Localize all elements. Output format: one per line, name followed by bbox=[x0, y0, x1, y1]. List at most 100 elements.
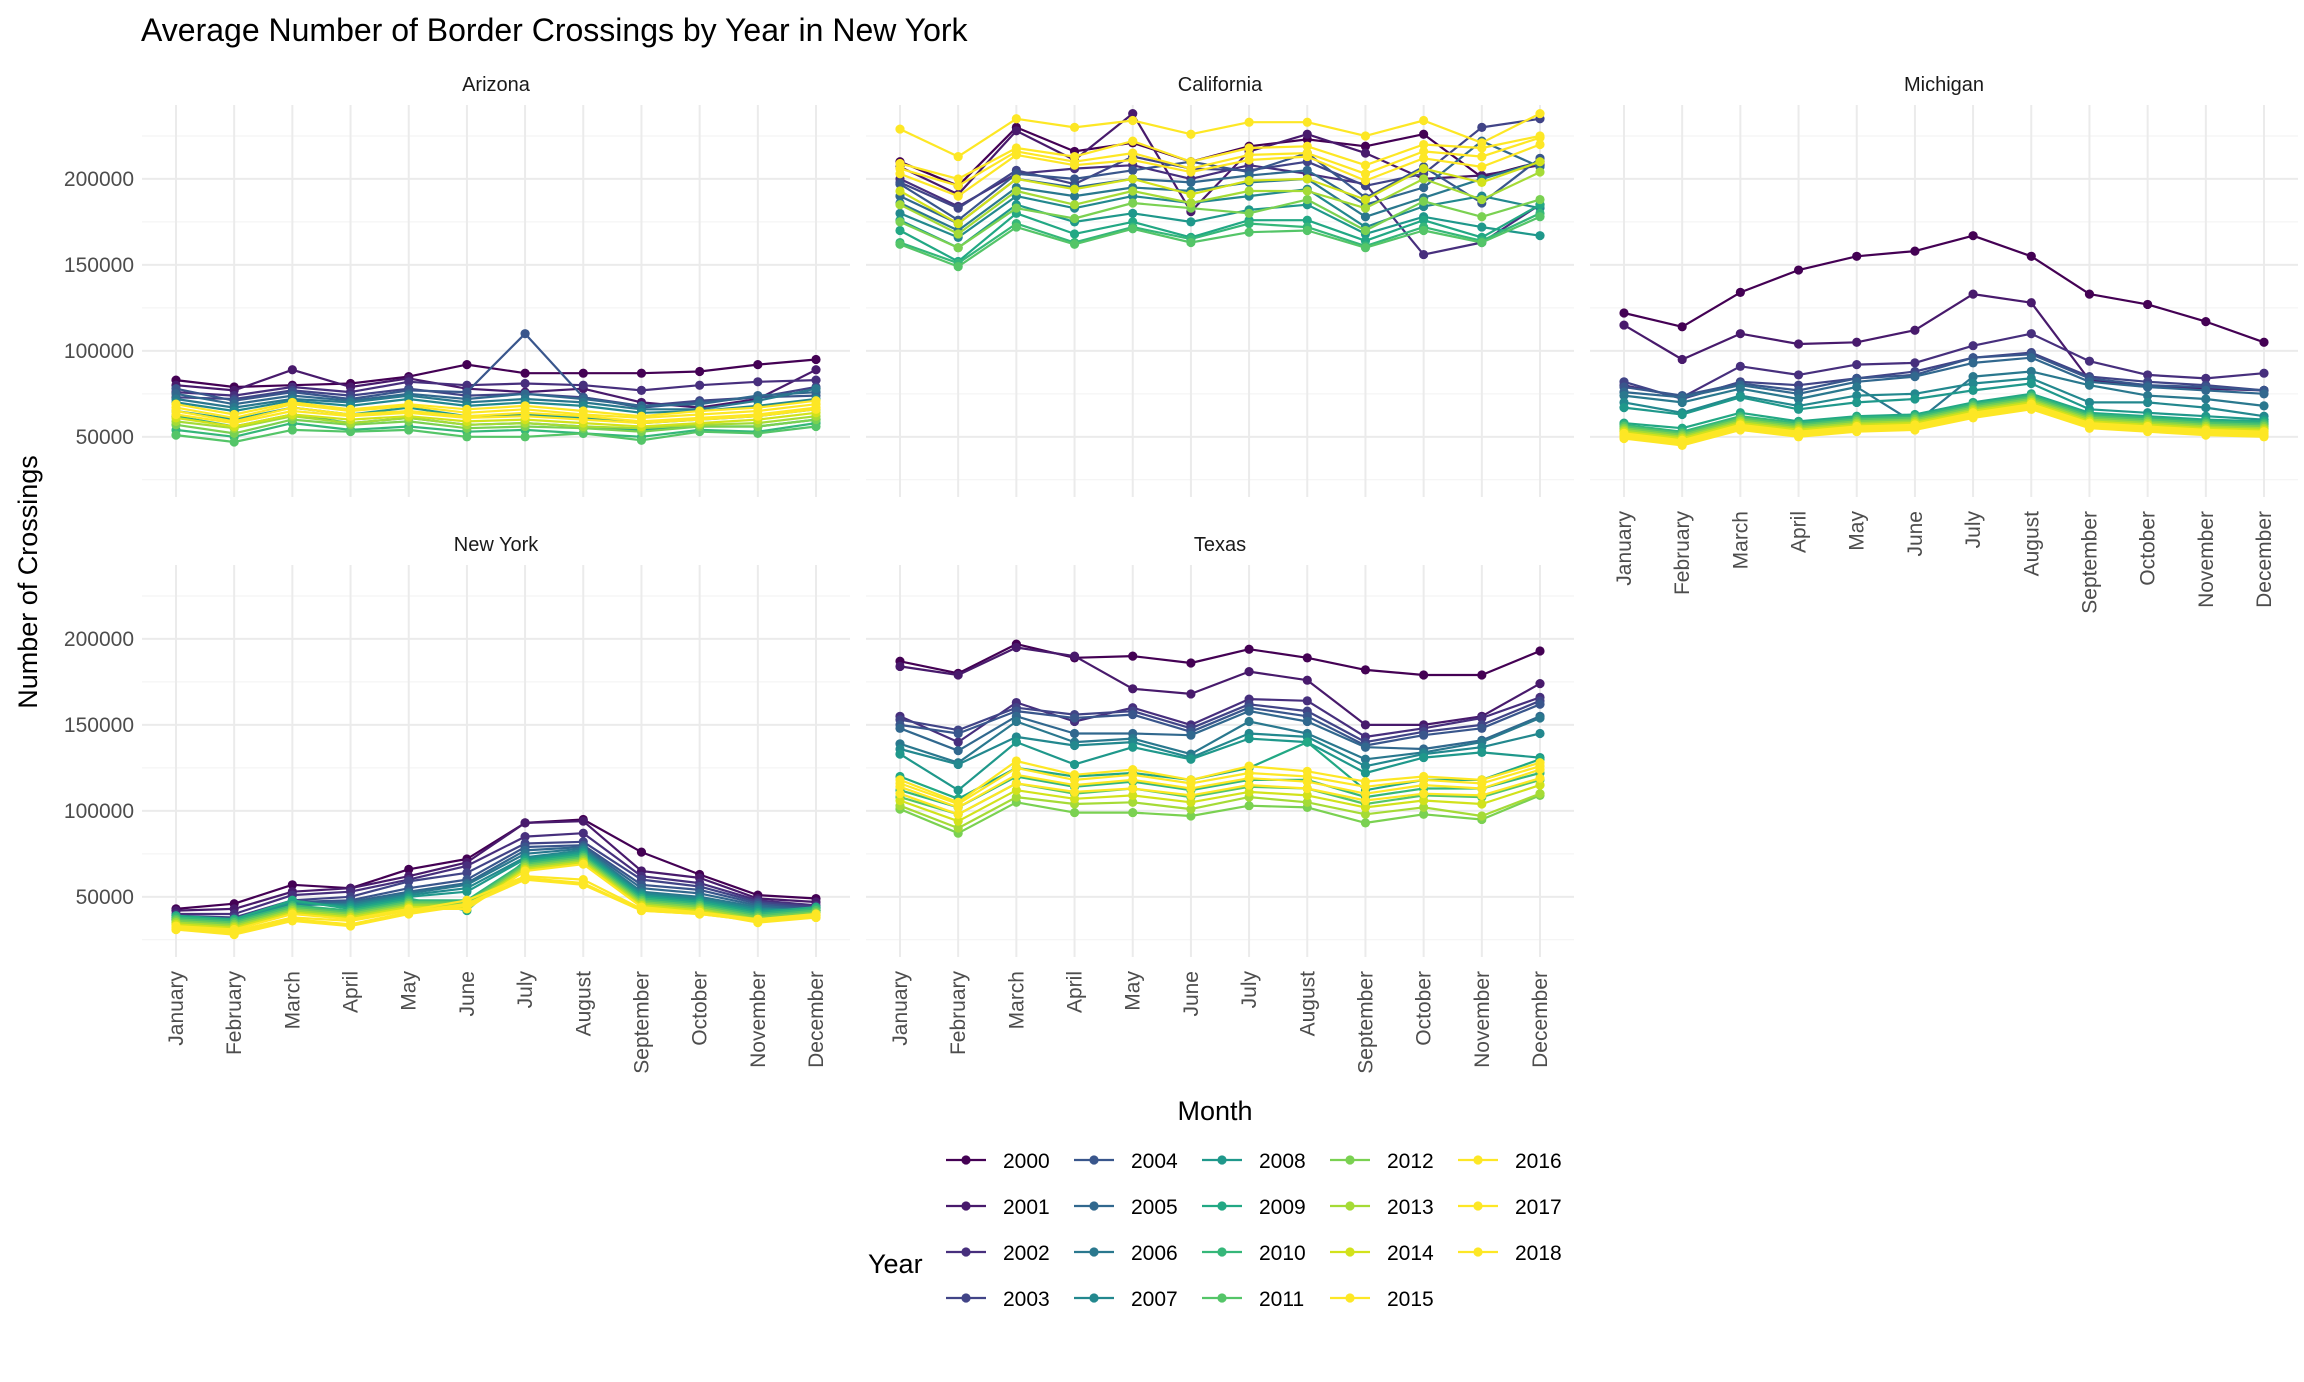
data-point-2003 bbox=[404, 876, 414, 886]
data-point-2006 bbox=[1069, 191, 1080, 201]
data-point-2000 bbox=[753, 360, 763, 370]
series-line-2016 bbox=[175, 406, 817, 423]
data-point-2011 bbox=[1477, 237, 1487, 248]
data-point-2018 bbox=[462, 900, 472, 911]
legend-label: 2011 bbox=[1259, 1288, 1304, 1311]
data-point-2001 bbox=[1793, 339, 1804, 349]
data-point-2001 bbox=[1011, 126, 1021, 136]
data-point-2015 bbox=[1535, 773, 1545, 783]
data-point-2018 bbox=[811, 912, 821, 923]
series-line-2004 bbox=[1623, 353, 2265, 397]
data-point-2006 bbox=[1535, 713, 1545, 723]
series-line-2013 bbox=[899, 171, 1541, 235]
series-line-2013 bbox=[1623, 399, 2265, 438]
x-tick-label: March bbox=[281, 971, 304, 1029]
x-tick-label: February bbox=[223, 971, 246, 1056]
series-line-2017 bbox=[899, 134, 1541, 180]
legend-key-point bbox=[961, 1201, 971, 1211]
series-line-2016 bbox=[1623, 404, 2265, 444]
data-point-2005 bbox=[1244, 706, 1254, 716]
series-line-2018 bbox=[1623, 408, 2265, 447]
data-point-2011 bbox=[895, 239, 905, 249]
data-point-2007 bbox=[2143, 397, 2153, 408]
legend-key-point bbox=[1217, 1155, 1227, 1165]
x-tick-label: February bbox=[1671, 511, 1694, 596]
data-point-2006 bbox=[1968, 372, 1978, 382]
data-point-2011 bbox=[345, 427, 356, 437]
data-point-2001 bbox=[1360, 148, 1371, 158]
data-point-2014 bbox=[1011, 174, 1021, 184]
y-tick-label: 150000 bbox=[64, 254, 134, 277]
data-point-2008 bbox=[1069, 759, 1080, 770]
data-point-2018 bbox=[1360, 777, 1371, 787]
data-point-2012 bbox=[1011, 203, 1021, 213]
data-point-2000 bbox=[1968, 231, 1978, 241]
data-point-2018 bbox=[1011, 114, 1021, 124]
data-point-2018 bbox=[2259, 432, 2269, 442]
data-point-2006 bbox=[2084, 380, 2095, 390]
data-point-2007 bbox=[1535, 728, 1545, 739]
x-tick-label: August bbox=[572, 971, 595, 1037]
series-line-2000 bbox=[175, 358, 817, 389]
data-point-2005 bbox=[1186, 177, 1196, 187]
data-point-2008 bbox=[1735, 392, 1745, 402]
data-point-2011 bbox=[404, 425, 414, 435]
series-line-2012 bbox=[175, 857, 817, 926]
series-line-2007 bbox=[899, 732, 1541, 768]
data-point-2007 bbox=[1852, 390, 1862, 401]
data-point-2016 bbox=[1419, 146, 1429, 157]
data-point-2008 bbox=[1535, 231, 1545, 241]
data-point-2014 bbox=[1069, 184, 1080, 194]
legend-label: 2000 bbox=[1003, 1150, 1050, 1173]
data-point-2015 bbox=[1477, 162, 1487, 172]
x-tick-label: November bbox=[1471, 971, 1494, 1068]
data-point-2012 bbox=[1477, 212, 1487, 222]
data-point-2001 bbox=[287, 365, 297, 375]
data-point-2018 bbox=[1677, 440, 1687, 451]
x-tick-label: June bbox=[1904, 511, 1927, 557]
series-line-2005 bbox=[1623, 356, 2265, 399]
facet-texas: Texas January February March April May June Jul… bbox=[866, 534, 1574, 1074]
data-point-2004 bbox=[462, 387, 472, 397]
series-line-2010 bbox=[1623, 394, 2265, 433]
data-point-2014 bbox=[1011, 785, 1021, 795]
data-point-2000 bbox=[1360, 665, 1371, 675]
data-point-2002 bbox=[2084, 356, 2095, 366]
data-point-2001 bbox=[1302, 675, 1312, 685]
data-point-2008 bbox=[1419, 752, 1429, 763]
legend-key-point bbox=[1217, 1201, 1227, 1211]
data-point-2018 bbox=[895, 775, 905, 785]
legend-item-2009: 2009 bbox=[1202, 1196, 1306, 1219]
series-line-2017 bbox=[1623, 406, 2265, 445]
data-point-2015 bbox=[1419, 153, 1429, 163]
data-point-2018 bbox=[1186, 129, 1196, 139]
data-point-2000 bbox=[1477, 670, 1487, 680]
data-point-2018 bbox=[520, 875, 530, 885]
data-point-2000 bbox=[287, 880, 297, 890]
data-point-2017 bbox=[1011, 143, 1021, 153]
data-point-2006 bbox=[1735, 384, 1745, 394]
series-line-2010 bbox=[175, 422, 817, 438]
data-point-2017 bbox=[1244, 143, 1254, 153]
data-point-2018 bbox=[811, 396, 821, 406]
data-point-2009 bbox=[895, 225, 905, 236]
data-point-2015 bbox=[1128, 155, 1138, 165]
data-point-2018 bbox=[1477, 138, 1487, 148]
data-point-2010 bbox=[1244, 219, 1254, 229]
data-point-2016 bbox=[1302, 148, 1312, 158]
data-point-2001 bbox=[1852, 337, 1862, 347]
series-line-2009 bbox=[899, 203, 1541, 263]
data-point-2012 bbox=[1244, 801, 1254, 811]
series-line-2013 bbox=[175, 415, 817, 430]
data-point-2018 bbox=[636, 905, 647, 916]
data-point-2005 bbox=[1302, 716, 1312, 727]
data-point-2007 bbox=[953, 759, 963, 770]
data-point-2002 bbox=[578, 380, 588, 390]
legend-title: Year bbox=[868, 1249, 923, 1279]
legend-item-2004: 2004 bbox=[1074, 1150, 1178, 1173]
data-point-2003 bbox=[953, 203, 963, 213]
data-point-2001 bbox=[1302, 129, 1312, 139]
series-line-2014 bbox=[899, 784, 1541, 823]
series-line-2014 bbox=[899, 160, 1541, 225]
